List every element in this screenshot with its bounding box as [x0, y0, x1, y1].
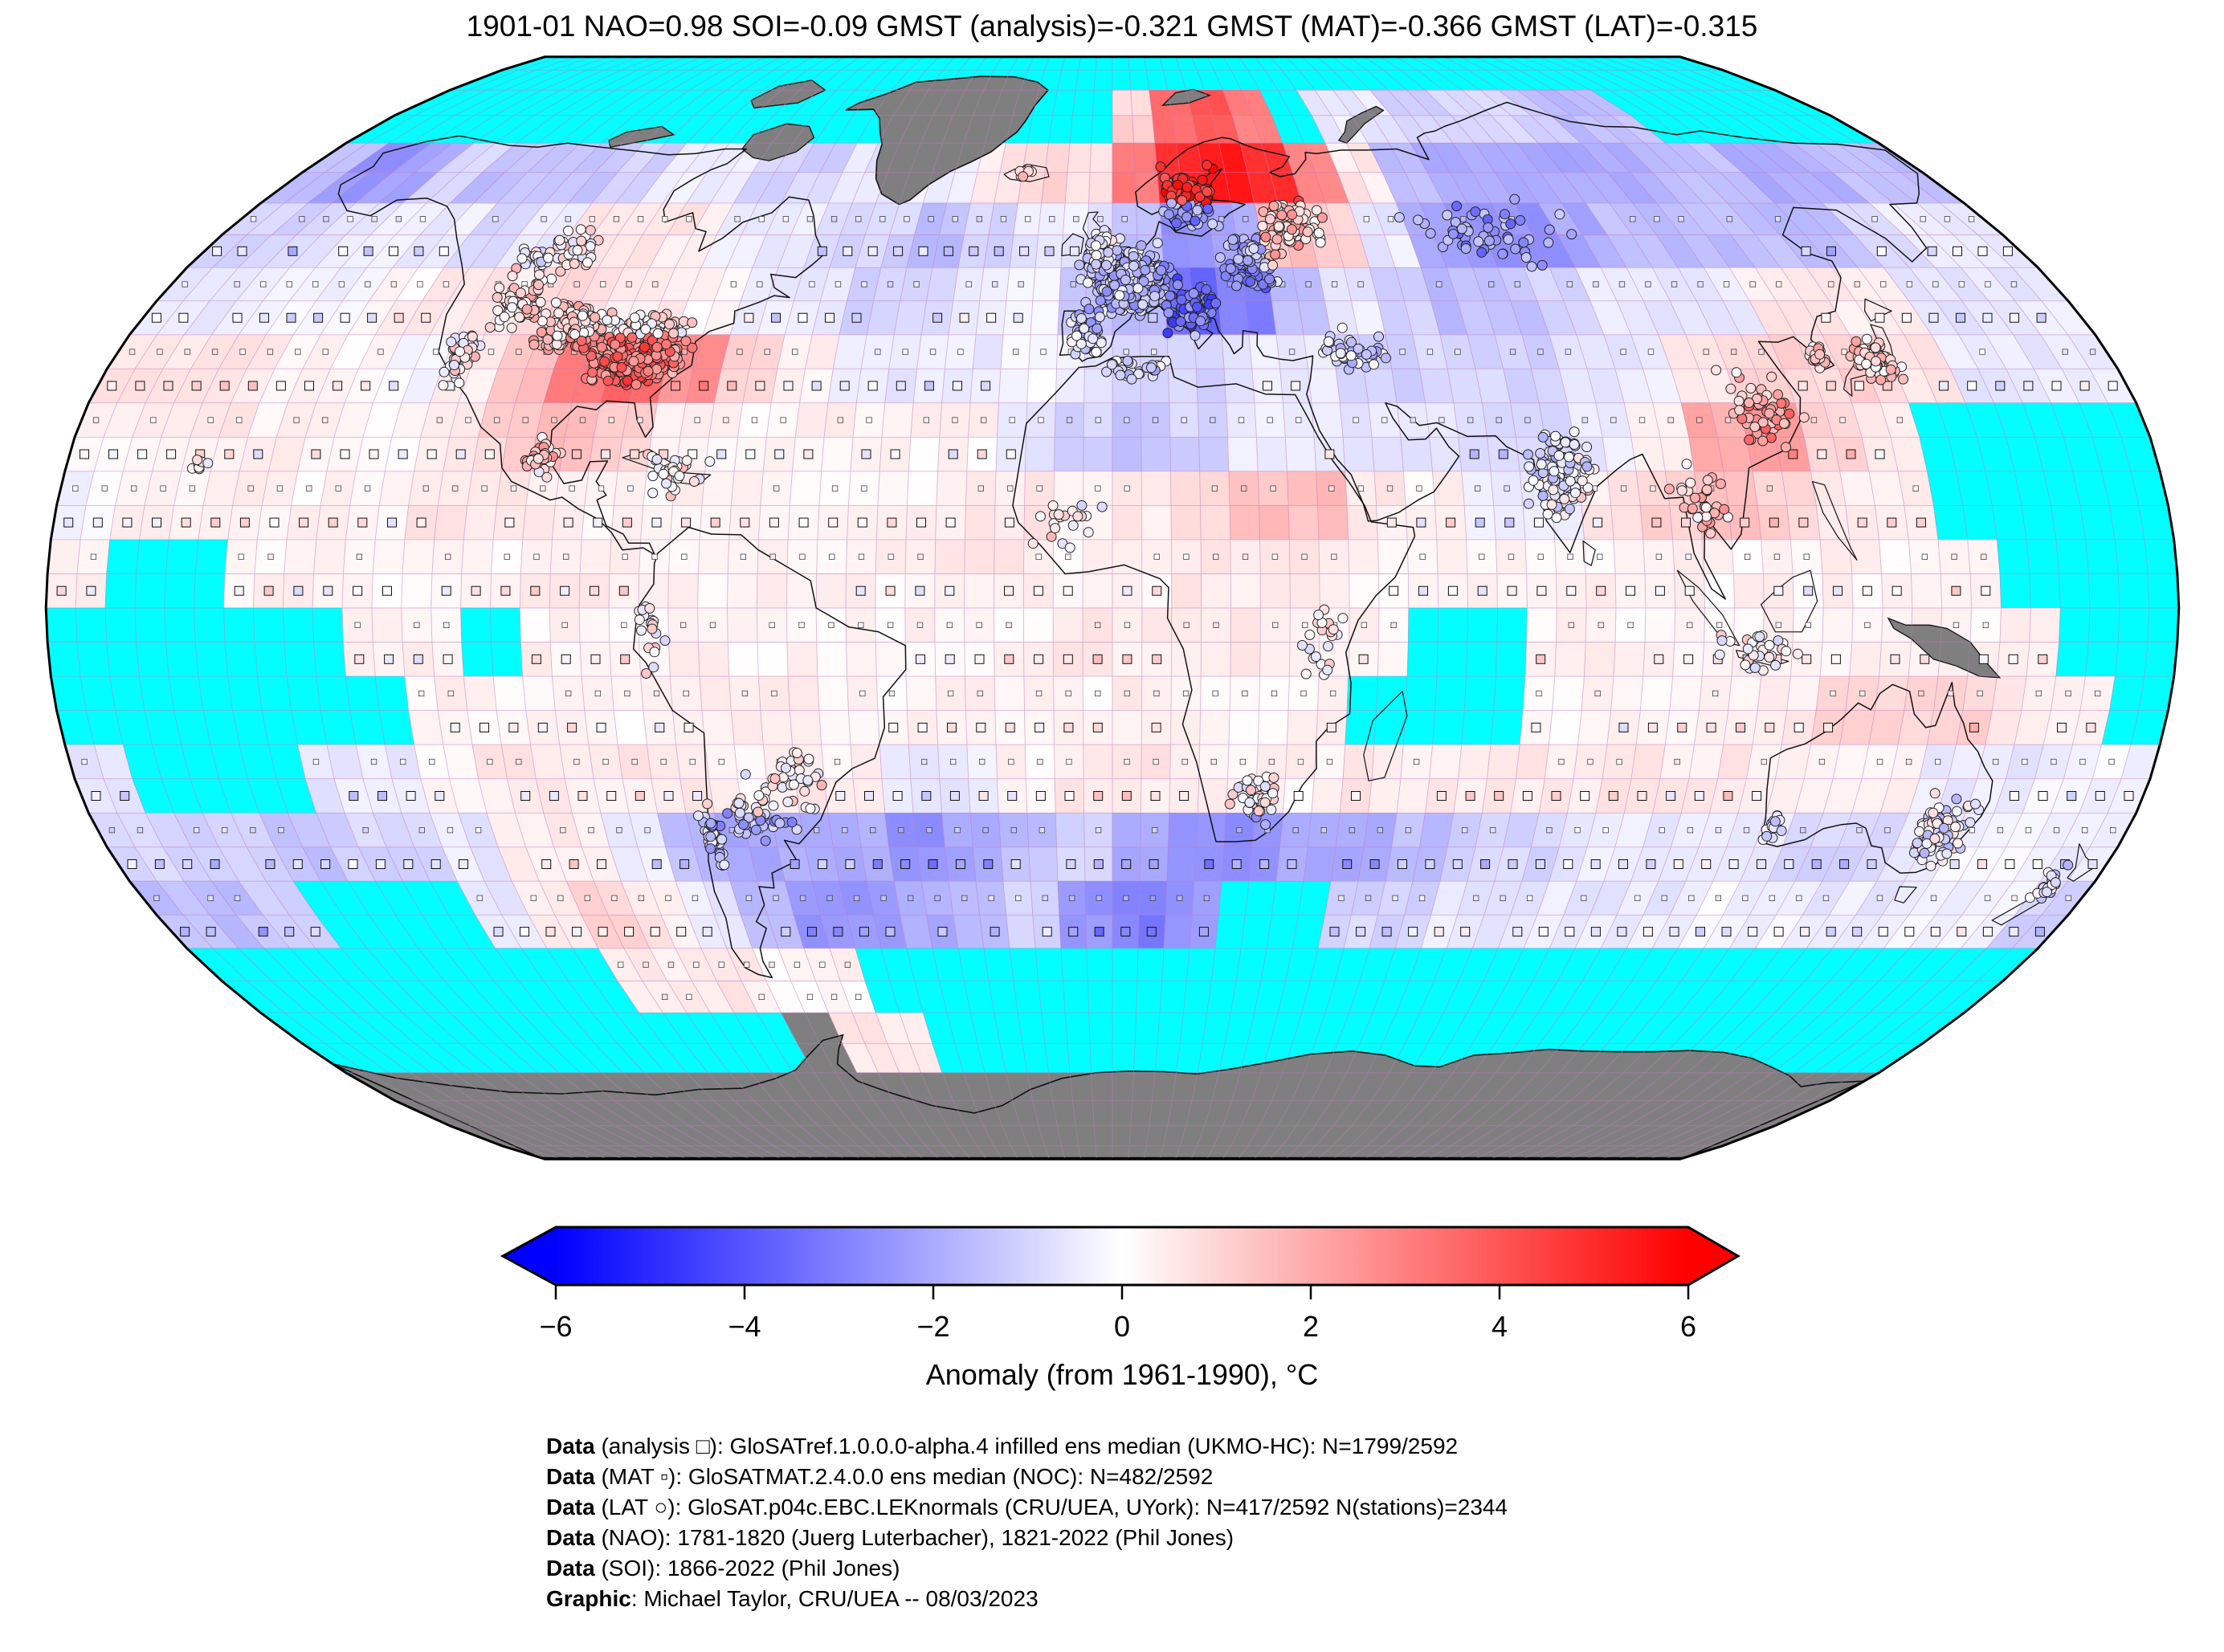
- footer-line-text: (SOI): 1866-2022 (Phil Jones): [594, 1556, 900, 1581]
- footer-line: Graphic: Michael Taylor, CRU/UEA -- 08/0…: [546, 1584, 1508, 1614]
- mat-markers: [56, 246, 2134, 937]
- footer-line-prefix: Data: [546, 1556, 595, 1581]
- footer-line-prefix: Graphic: [546, 1586, 631, 1611]
- footer-line-text: (NAO): 1781-1820 (Juerg Luterbacher), 18…: [594, 1525, 1234, 1550]
- footer-line: Data (analysis □): GloSATref.1.0.0.0-alp…: [546, 1431, 1508, 1462]
- colorbar-tick-label: 6: [1680, 1310, 1696, 1343]
- footer-line-prefix: Data: [546, 1495, 595, 1519]
- footer-line: Data (NAO): 1781-1820 (Juerg Luterbacher…: [546, 1523, 1508, 1553]
- colorbar-axis-label: Anomaly (from 1961-1990), °C: [926, 1358, 1319, 1391]
- footer-line-text: (analysis □): GloSATref.1.0.0.0-alpha.4 …: [594, 1434, 1459, 1458]
- footer-line: Data (LAT ○): GloSAT.p04c.EBC.LEKnormals…: [546, 1492, 1508, 1523]
- footer-line-text: : Michael Taylor, CRU/UEA -- 08/03/2023: [630, 1586, 1039, 1611]
- footer-line: Data (MAT ▫): GloSATMAT.2.4.0.0 ens medi…: [546, 1462, 1508, 1492]
- colorbar: −6 −4 −2 0 2 4 6 Anomaly (from 1961-1990), °C: [500, 1226, 1740, 1391]
- footer-line-prefix: Data: [546, 1525, 595, 1550]
- colorbar-gradient: [556, 1227, 1688, 1285]
- colorbar-tick-label: 0: [1114, 1310, 1130, 1343]
- colorbar-left-arrow: [503, 1227, 556, 1285]
- footer-line-text: (MAT ▫): GloSATMAT.2.4.0.0 ens median (N…: [594, 1464, 1214, 1489]
- colorbar-right-arrow: [1688, 1227, 1738, 1285]
- colorbar-tick-label: 2: [1303, 1310, 1319, 1343]
- footer-line-prefix: Data: [546, 1434, 595, 1458]
- colorbar-tick-label: −2: [916, 1310, 949, 1343]
- map-border: [44, 55, 2181, 1160]
- coastlines: [337, 101, 2096, 979]
- colorbar-tick-label: 4: [1492, 1310, 1508, 1343]
- footer-credits: Data (analysis □): GloSATref.1.0.0.0-alp…: [546, 1431, 1508, 1614]
- footer-line-prefix: Data: [546, 1464, 595, 1489]
- station-markers: [186, 160, 2074, 904]
- colorbar-tick-label: −6: [539, 1310, 572, 1343]
- colorbar-tick-label: −4: [728, 1310, 761, 1343]
- figure-title: 1901-01 NAO=0.98 SOI=-0.09 GMST (analysi…: [466, 10, 1758, 43]
- footer-line-text: (LAT ○): GloSAT.p04c.EBC.LEKnormals (CRU…: [594, 1495, 1508, 1519]
- footer-line: Data (SOI): 1866-2022 (Phil Jones): [546, 1553, 1508, 1584]
